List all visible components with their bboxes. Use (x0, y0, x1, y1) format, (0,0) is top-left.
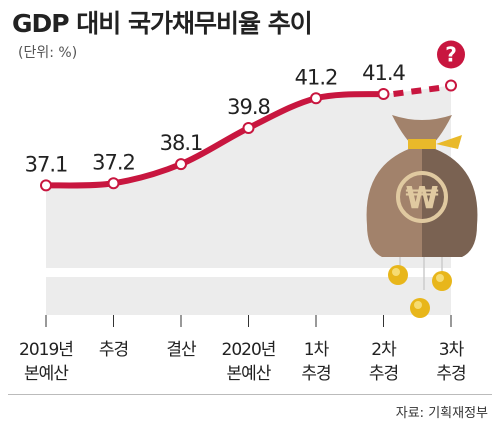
money-bag-won-icon: ₩ (366, 115, 478, 318)
x-tick-label: 2차 (371, 340, 397, 360)
x-tick-label: 2020년 (222, 340, 276, 360)
source-note: 자료: 기획재정부 (395, 406, 488, 421)
coin-shine (436, 274, 444, 282)
x-tick-label: 1차 (304, 340, 330, 360)
data-point (40, 179, 52, 192)
data-label: 41.2 (295, 65, 338, 89)
data-point (107, 177, 120, 190)
unit-label: (단위: %) (18, 45, 78, 61)
data-points (40, 79, 457, 192)
shaded-area (46, 85, 451, 315)
area-fill (46, 85, 451, 315)
data-point (242, 122, 255, 134)
data-point (377, 88, 390, 100)
data-labels: 37.1 37.2 38.1 39.8 41.2 41.4 (25, 61, 407, 176)
question-mark-icon: ? (437, 40, 465, 69)
data-point (310, 92, 322, 105)
x-tick-label: 추경 (99, 340, 128, 360)
series-line (43, 84, 444, 189)
bag-right-half (422, 147, 478, 257)
question-circle (437, 40, 465, 69)
chart-title: GDP 대비 국가채무비율 추이 (12, 9, 313, 38)
data-point-projected (445, 79, 457, 92)
x-tick-label: 추경 (301, 364, 330, 384)
coin-shine (392, 268, 400, 276)
x-tick-label: 3차 (439, 340, 465, 360)
x-tick-label: 추경 (369, 364, 398, 384)
data-label: 37.2 (92, 150, 135, 174)
question-mark: ? (445, 43, 457, 67)
x-tick-label: 결산 (166, 340, 197, 360)
data-label: 38.1 (160, 131, 203, 155)
bag-ribbon (436, 135, 462, 149)
reference-band (46, 268, 451, 277)
won-circle (396, 171, 448, 223)
x-tick-label: 추경 (436, 364, 465, 384)
series-line-projected (393, 84, 444, 97)
data-point (175, 158, 187, 171)
x-tick-label: 2019년 (19, 340, 73, 360)
data-label: 39.8 (227, 95, 270, 119)
bag-tie (408, 139, 436, 149)
bag-left-half (366, 147, 422, 257)
x-tick-label: 본예산 (24, 364, 69, 384)
coin-shine (414, 301, 422, 309)
divider (8, 394, 492, 395)
won-symbol: ₩ (405, 181, 438, 216)
series-line-solid (43, 91, 387, 189)
data-label: 41.4 (362, 61, 405, 85)
data-label: 37.1 (25, 152, 68, 176)
x-tick-label: 본예산 (227, 364, 272, 384)
bag-neck (392, 115, 452, 145)
x-axis-ticks (45, 315, 452, 327)
reference-band-line (46, 268, 451, 277)
